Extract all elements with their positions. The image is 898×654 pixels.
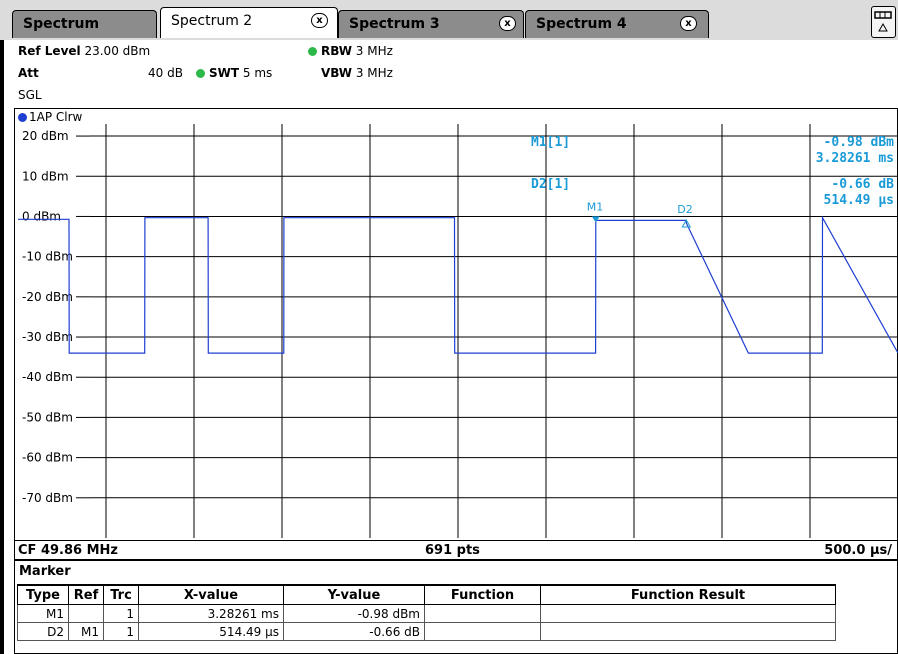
rbw-setting[interactable]: RBW 3 MHz	[308, 44, 393, 58]
y-tick-label: -70 dBm	[22, 491, 73, 505]
col-function-result: Function Result	[540, 584, 836, 605]
rbw-value: 3 MHz	[355, 44, 393, 58]
trace-mode: 1AP Clrw	[29, 110, 83, 124]
cell-function	[424, 604, 541, 623]
close-icon[interactable]: x	[680, 16, 697, 31]
diagram-footer: CF 49.86 MHz 691 pts 500.0 µs/	[14, 540, 898, 560]
spectrum-diagram[interactable]	[14, 108, 898, 560]
y-tick-label: 20 dBm	[22, 129, 69, 143]
marker-d2-symbol	[681, 219, 692, 228]
att-value[interactable]: 40 dB	[148, 66, 183, 80]
trace-color-icon	[18, 113, 27, 122]
vbw-value: 3 MHz	[355, 66, 393, 80]
y-tick-label: -50 dBm	[22, 410, 73, 424]
tab-bar: Spectrum Spectrum 2 x Spectrum 3 x Spect…	[0, 0, 898, 40]
cell-ref: M1	[68, 622, 104, 641]
swt-label: SWT	[209, 66, 240, 80]
marker-readout-value: -0.66 dB	[831, 177, 894, 192]
cell-x-value: 514.49 µs	[138, 622, 284, 641]
ref-level-label: Ref Level	[18, 44, 81, 58]
settings-header: Ref Level 23.00 dBm Att 40 dB SWT 5 ms R…	[0, 40, 898, 108]
marker-readout-value: -0.98 dBm	[824, 135, 895, 150]
tab-label: Spectrum	[23, 16, 100, 32]
window-border	[0, 108, 14, 654]
table-row[interactable]: D2 M1 1 514.49 µs -0.66 dB	[17, 622, 836, 641]
tab-spectrum-2[interactable]: Spectrum 2 x	[160, 7, 338, 38]
rbw-label: RBW	[321, 44, 352, 58]
y-tick-label: -40 dBm	[22, 370, 73, 384]
marker-readout-label: M1[1]	[531, 135, 570, 150]
tab-label: Spectrum 2	[171, 13, 253, 29]
close-icon[interactable]: x	[499, 16, 516, 31]
trace-label: 1AP Clrw	[18, 110, 82, 124]
cell-type: D2	[17, 622, 69, 641]
table-row[interactable]: M1 1 3.28261 ms -0.98 dBm	[17, 604, 836, 623]
col-function: Function	[424, 584, 541, 605]
cell-trc: 1	[103, 622, 139, 641]
y-tick-label: -60 dBm	[22, 451, 73, 465]
tab-spectrum-4[interactable]: Spectrum 4 x	[525, 10, 709, 38]
cell-type: M1	[17, 604, 69, 623]
cell-y-value: -0.98 dBm	[283, 604, 425, 623]
cell-function-result	[540, 604, 836, 623]
vbw-setting[interactable]: VBW 3 MHz	[321, 66, 393, 80]
status-led-icon	[308, 47, 317, 56]
tab-spectrum[interactable]: Spectrum	[12, 10, 157, 38]
tab-spectrum-3[interactable]: Spectrum 3 x	[338, 10, 524, 38]
overview-tool-icon[interactable]	[871, 6, 896, 38]
att-label: Att	[18, 66, 39, 80]
col-type: Type	[17, 584, 69, 605]
vbw-label: VBW	[321, 66, 353, 80]
cell-ref	[68, 604, 104, 623]
close-icon[interactable]: x	[311, 13, 328, 28]
sweep-points: 691 pts	[425, 543, 480, 558]
swt-value: 5 ms	[242, 66, 273, 80]
tab-label: Spectrum 4	[536, 16, 627, 32]
marker-m1-symbol	[591, 216, 600, 223]
marker-table-title: Marker	[19, 564, 71, 579]
cell-x-value: 3.28261 ms	[138, 604, 284, 623]
cell-trc: 1	[103, 604, 139, 623]
marker-table-panel: Marker Type Ref Trc X-value Y-value Func…	[14, 560, 898, 654]
y-tick-label: -10 dBm	[22, 250, 73, 264]
time-per-division: 500.0 µs/	[824, 543, 892, 558]
marker-table-header: Type Ref Trc X-value Y-value Function Fu…	[17, 584, 836, 605]
col-x-value: X-value	[138, 584, 284, 605]
col-trc: Trc	[103, 584, 139, 605]
ref-level[interactable]: Ref Level 23.00 dBm	[18, 44, 150, 58]
y-tick-label: 10 dBm	[22, 169, 69, 183]
swt-setting[interactable]: SWT 5 ms	[196, 66, 272, 80]
marker-readout-sub: 3.28261 ms	[816, 151, 894, 166]
spectrum-plot: 20 dBm 10 dBm 0 dBm -10 dBm -20 dBm -30 dBm -4…	[18, 124, 898, 538]
sweep-mode: SGL	[18, 88, 42, 102]
marker-readout-sub: 514.49 µs	[824, 193, 894, 208]
y-tick-label: 0 dBm	[22, 209, 61, 223]
cell-function-result	[540, 622, 836, 641]
tab-label: Spectrum 3	[349, 16, 440, 32]
col-ref: Ref	[68, 584, 104, 605]
marker-table: Type Ref Trc X-value Y-value Function Fu…	[17, 584, 836, 641]
cell-y-value: -0.66 dB	[283, 622, 425, 641]
cell-function	[424, 622, 541, 641]
trace-line	[18, 215, 898, 354]
y-tick-label: -30 dBm	[22, 330, 73, 344]
marker-label: M1	[587, 200, 604, 213]
status-led-icon	[196, 69, 205, 78]
ref-level-value: 23.00 dBm	[84, 44, 151, 58]
y-tick-label: -20 dBm	[22, 290, 73, 304]
marker-label: D2	[677, 203, 692, 216]
center-frequency: CF 49.86 MHz	[18, 543, 118, 558]
col-y-value: Y-value	[283, 584, 425, 605]
marker-readout-label: D2[1]	[531, 177, 570, 192]
